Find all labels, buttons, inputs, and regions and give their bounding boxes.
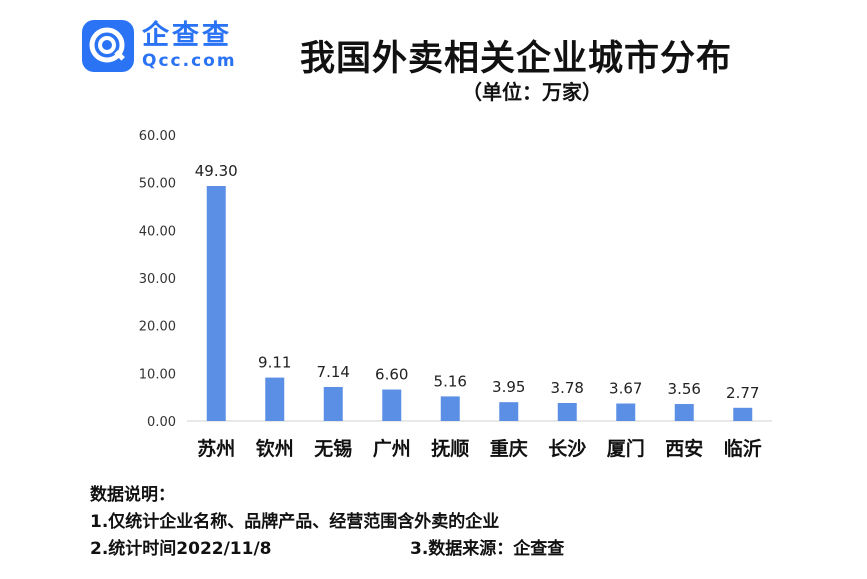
x-tick-label: 无锡: [314, 437, 352, 460]
y-tick-label: 20.00: [139, 320, 176, 335]
data-notes: 数据说明： 1.仅统计企业名称、品牌产品、经营范围含外卖的企业 2.统计时间20…: [90, 482, 564, 563]
logo-text-en: Qcc.com: [142, 51, 237, 71]
x-tick-label: 抚顺: [431, 438, 469, 460]
bar-value-label: 7.14: [317, 363, 350, 381]
x-tick-label: 苏州: [197, 437, 235, 460]
bar: [382, 389, 402, 421]
bar: [733, 407, 753, 421]
qcc-logo-icon: [82, 20, 134, 72]
x-tick-label: 临沂: [724, 437, 762, 460]
bar-value-label: 9.11: [258, 354, 291, 372]
y-tick-label: 60.00: [139, 129, 176, 144]
x-tick-label: 广州: [373, 437, 411, 460]
bar-value-label: 2.77: [726, 384, 759, 402]
y-tick-label: 30.00: [139, 272, 176, 287]
bar: [557, 402, 577, 421]
notes-line-3: 3.数据来源：企查查: [410, 539, 565, 559]
bar: [616, 403, 636, 421]
bar: [265, 377, 285, 421]
y-tick-label: 40.00: [139, 224, 176, 239]
bar-value-label: 5.16: [434, 372, 467, 390]
bar-value-label: 3.56: [668, 380, 701, 398]
y-tick-label: 10.00: [139, 367, 176, 382]
x-tick-label: 厦门: [607, 437, 645, 460]
bar: [499, 402, 519, 421]
bar-value-label: 6.60: [375, 366, 408, 384]
bar: [440, 396, 460, 421]
notes-heading: 数据说明：: [90, 485, 175, 505]
y-tick-label: 0.00: [147, 415, 176, 430]
x-tick-label: 西安: [665, 437, 703, 460]
notes-line-2: 2.统计时间2022/11/8: [90, 539, 272, 559]
bar-value-label: 3.95: [492, 378, 525, 396]
x-tick-label: 长沙: [548, 438, 586, 460]
bar-value-label: 49.30: [195, 162, 238, 180]
x-tick-label: 重庆: [490, 437, 528, 460]
y-tick-label: 50.00: [139, 177, 176, 192]
logo-text-cn: 企查查: [142, 20, 232, 51]
qcc-logo: 企查查 Qcc.com: [82, 20, 237, 72]
notes-line-1: 1.仅统计企业名称、品牌产品、经营范围含外卖的企业: [90, 512, 500, 532]
bar: [323, 386, 343, 421]
bar: [674, 404, 694, 421]
x-tick-label: 钦州: [256, 437, 294, 460]
chart-title: 我国外卖相关企业城市分布: [300, 39, 733, 79]
chart-subtitle: （单位：万家）: [462, 80, 602, 104]
bar-value-label: 3.67: [609, 380, 642, 398]
bar: [206, 186, 226, 421]
bar-value-label: 3.78: [551, 379, 584, 397]
